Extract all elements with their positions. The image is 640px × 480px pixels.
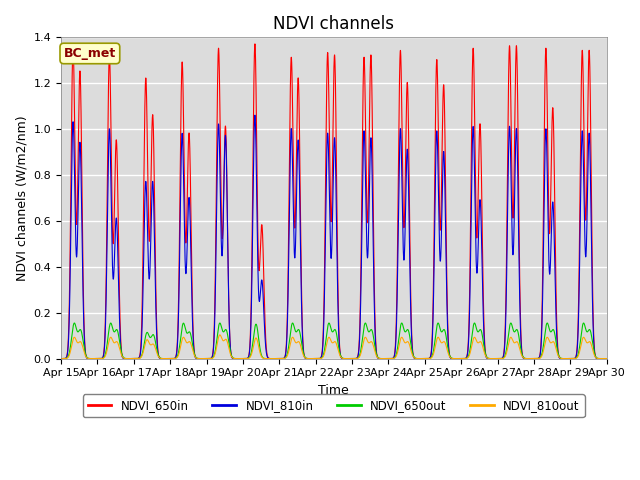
- NDVI_650out: [174, 352, 182, 358]
- NDVI_650in: [262, 327, 269, 333]
- NDVI_650out: [262, 356, 269, 361]
- NDVI_650in: [251, 41, 259, 47]
- Y-axis label: NDVI channels (W/m2/nm): NDVI channels (W/m2/nm): [15, 115, 28, 281]
- NDVI_650in: [168, 356, 176, 361]
- NDVI_810out: [603, 356, 611, 361]
- NDVI_810in: [251, 112, 259, 118]
- NDVI_650in: [601, 356, 609, 361]
- NDVI_810out: [216, 332, 224, 338]
- NDVI_650out: [487, 356, 495, 361]
- NDVI_810in: [174, 336, 182, 342]
- NDVI_810out: [270, 356, 278, 361]
- NDVI_810in: [603, 356, 611, 361]
- NDVI_650out: [57, 356, 65, 361]
- Line: NDVI_650in: NDVI_650in: [61, 44, 607, 359]
- Text: BC_met: BC_met: [64, 47, 116, 60]
- Line: NDVI_650out: NDVI_650out: [61, 323, 607, 359]
- NDVI_650out: [603, 356, 611, 361]
- NDVI_650out: [601, 356, 609, 361]
- NDVI_650out: [216, 320, 224, 326]
- NDVI_650in: [409, 351, 417, 357]
- NDVI_810in: [168, 356, 176, 361]
- NDVI_650in: [487, 356, 495, 361]
- NDVI_810in: [487, 356, 495, 361]
- NDVI_810out: [601, 356, 609, 361]
- NDVI_810out: [168, 356, 176, 361]
- NDVI_810out: [262, 356, 269, 361]
- Line: NDVI_810out: NDVI_810out: [61, 335, 607, 359]
- NDVI_810out: [174, 354, 182, 360]
- NDVI_650out: [410, 352, 417, 358]
- Title: NDVI channels: NDVI channels: [273, 15, 394, 33]
- NDVI_650out: [168, 356, 176, 361]
- X-axis label: Time: Time: [319, 384, 349, 397]
- NDVI_810in: [601, 356, 609, 361]
- Line: NDVI_810in: NDVI_810in: [61, 115, 607, 359]
- NDVI_650in: [57, 356, 65, 361]
- NDVI_810out: [410, 354, 417, 360]
- Legend: NDVI_650in, NDVI_810in, NDVI_650out, NDVI_810out: NDVI_650in, NDVI_810in, NDVI_650out, NDV…: [83, 395, 584, 417]
- NDVI_650out: [270, 356, 278, 361]
- NDVI_810in: [409, 352, 417, 358]
- NDVI_810in: [262, 339, 269, 345]
- NDVI_810out: [57, 356, 65, 361]
- NDVI_810out: [487, 356, 495, 361]
- NDVI_650in: [174, 330, 182, 336]
- NDVI_650in: [603, 356, 611, 361]
- NDVI_810in: [57, 356, 65, 361]
